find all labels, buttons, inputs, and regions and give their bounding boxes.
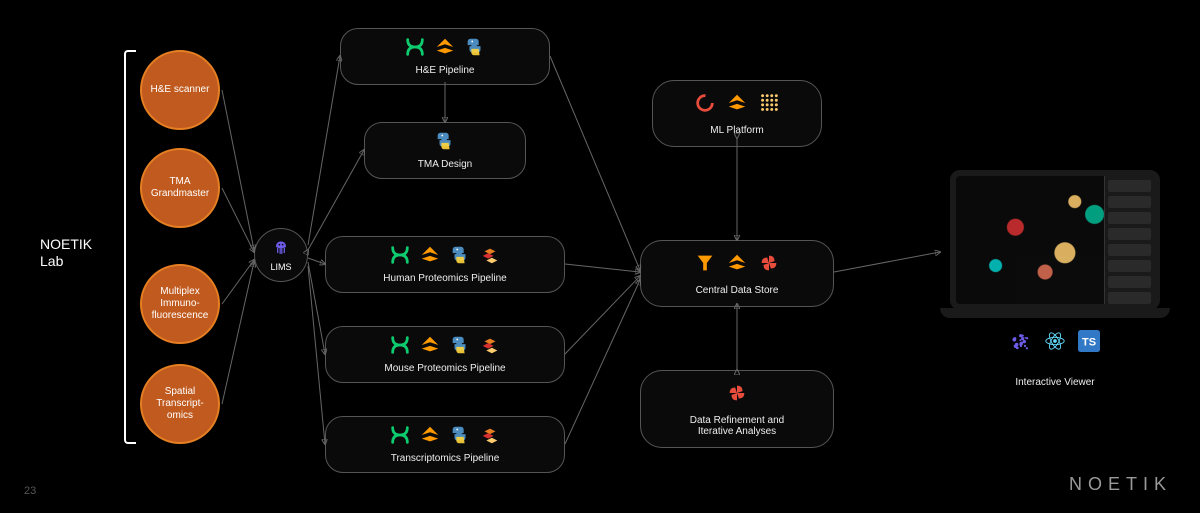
refinement-label: Data Refinement and Iterative Analyses: [651, 415, 823, 437]
lab-node-tma-grandmaster: TMA Grandmaster: [140, 148, 220, 228]
typescript-icon: TS: [1078, 330, 1100, 352]
wordcloud-icon: [1010, 330, 1032, 357]
pipeline-mouse-proteomics: Mouse Proteomics Pipeline: [325, 326, 565, 383]
lab-node-he-scanner: H&E scanner: [140, 50, 220, 130]
pipeline-label: Transcriptomics Pipeline: [334, 453, 556, 464]
python-icon: [434, 130, 456, 152]
nextflow-icon: [389, 334, 411, 356]
spinner-icon: [694, 92, 716, 119]
section-title: NOETIK Lab: [40, 236, 92, 270]
spinner-icon: [694, 92, 716, 114]
python-icon: [449, 334, 471, 361]
jellyfish-icon: [271, 238, 291, 262]
pipeline-label: Mouse Proteomics Pipeline: [334, 363, 556, 374]
lab-bracket: [124, 50, 136, 444]
aws-icon: [726, 92, 748, 114]
pipeline-label: Human Proteomics Pipeline: [334, 273, 556, 284]
pipeline-transcriptomics: Transcriptomics Pipeline: [325, 416, 565, 473]
react-icon: [1044, 330, 1066, 357]
ts-icon: TS: [1078, 330, 1100, 357]
cube-icon: [479, 244, 501, 271]
funnel-icon: [694, 252, 716, 274]
pipeline-label: H&E Pipeline: [349, 65, 541, 76]
aws-icon: [726, 252, 748, 279]
pinwheel-icon: [758, 252, 780, 274]
ml-platform-label: ML Platform: [663, 125, 811, 136]
lims-label: LIMS: [270, 262, 291, 272]
python-icon: [449, 424, 471, 446]
nextflow-icon: [389, 424, 411, 446]
cube-stack-icon: [479, 244, 501, 266]
funnel-icon: [694, 252, 716, 279]
pinwheel-icon: [726, 382, 748, 409]
central-store-label: Central Data Store: [651, 285, 823, 296]
aws-icon: [434, 36, 456, 63]
python-icon: [449, 244, 471, 271]
nextflow-icon: [389, 244, 411, 266]
wordcloud-icon: [1010, 330, 1032, 352]
aws-icon: [419, 334, 441, 361]
python-icon: [464, 36, 486, 63]
aws-icon: [419, 244, 441, 266]
python-icon: [464, 36, 486, 58]
aws-icon: [419, 334, 441, 356]
lab-node-mif: Multiplex Immuno- fluorescence: [140, 264, 220, 344]
nextflow-icon: [404, 36, 426, 58]
cube-icon: [479, 334, 501, 361]
pinwheel-icon: [758, 252, 780, 279]
central-data-store-box: Central Data Store: [640, 240, 834, 307]
jellyfish-icon: [271, 238, 291, 258]
brand-logo: NOETIK: [1069, 474, 1172, 495]
slide-number: 23: [24, 485, 36, 497]
python-icon: [449, 244, 471, 266]
python-icon: [449, 424, 471, 451]
refinement-box: Data Refinement and Iterative Analyses: [640, 370, 834, 448]
aws-icon: [434, 36, 456, 58]
nextflow-icon: [404, 36, 426, 63]
nextflow-icon: [389, 244, 411, 271]
lims-node: LIMS: [254, 228, 308, 282]
nextflow-icon: [389, 424, 411, 451]
dots-grid-icon: [758, 92, 780, 114]
pipeline-human-proteomics: Human Proteomics Pipeline: [325, 236, 565, 293]
aws-icon: [726, 252, 748, 274]
cube-stack-icon: [479, 424, 501, 446]
viewer-sidebar-panel: [1104, 176, 1154, 304]
aws-icon: [419, 244, 441, 271]
viewer-label: Interactive Viewer: [940, 377, 1170, 388]
cube-stack-icon: [479, 334, 501, 356]
ml-platform-box: ML Platform: [652, 80, 822, 147]
react-icon: [1044, 330, 1066, 352]
pinwheel-icon: [726, 382, 748, 404]
cube-icon: [479, 424, 501, 451]
pipeline-label: TMA Design: [373, 159, 517, 170]
pipeline-he-pipeline: H&E Pipeline: [340, 28, 550, 85]
interactive-viewer: TS Interactive Viewer: [940, 170, 1170, 388]
python-icon: [449, 334, 471, 356]
svg-text:TS: TS: [1082, 337, 1096, 349]
python-icon: [434, 130, 456, 157]
pipeline-tma-design: TMA Design: [364, 122, 526, 179]
laptop-screen: [950, 170, 1160, 310]
aws-icon: [419, 424, 441, 451]
lab-node-spatial: Spatial Transcript- omics: [140, 364, 220, 444]
nextflow-icon: [389, 334, 411, 361]
aws-icon: [419, 424, 441, 446]
aws-icon: [726, 92, 748, 119]
dots-icon: [758, 92, 780, 119]
